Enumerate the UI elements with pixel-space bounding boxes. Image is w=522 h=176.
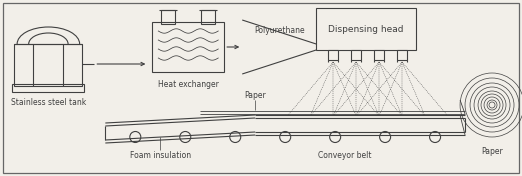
Circle shape: [430, 131, 441, 143]
Text: Stainless steel tank: Stainless steel tank: [11, 98, 86, 107]
Bar: [13, 84, 85, 92]
Bar: [152, 22, 224, 72]
Bar: [374, 50, 384, 60]
Text: Foam insulation: Foam insulation: [130, 151, 191, 160]
Text: Paper: Paper: [244, 91, 266, 100]
Text: Dispensing head: Dispensing head: [328, 24, 404, 33]
Bar: [15, 44, 82, 86]
Circle shape: [330, 131, 341, 143]
Circle shape: [180, 131, 191, 143]
Circle shape: [130, 131, 141, 143]
Bar: [201, 10, 215, 24]
Bar: [161, 10, 175, 24]
Text: Conveyor belt: Conveyor belt: [318, 151, 372, 160]
Bar: [328, 50, 338, 60]
Bar: [316, 8, 416, 50]
Circle shape: [280, 131, 291, 143]
Circle shape: [379, 131, 390, 143]
Bar: [351, 50, 361, 60]
Text: Heat exchanger: Heat exchanger: [158, 80, 219, 89]
Text: Paper: Paper: [481, 147, 503, 156]
Circle shape: [230, 131, 241, 143]
Text: Polyurethane: Polyurethane: [254, 26, 304, 35]
Bar: [397, 50, 407, 60]
